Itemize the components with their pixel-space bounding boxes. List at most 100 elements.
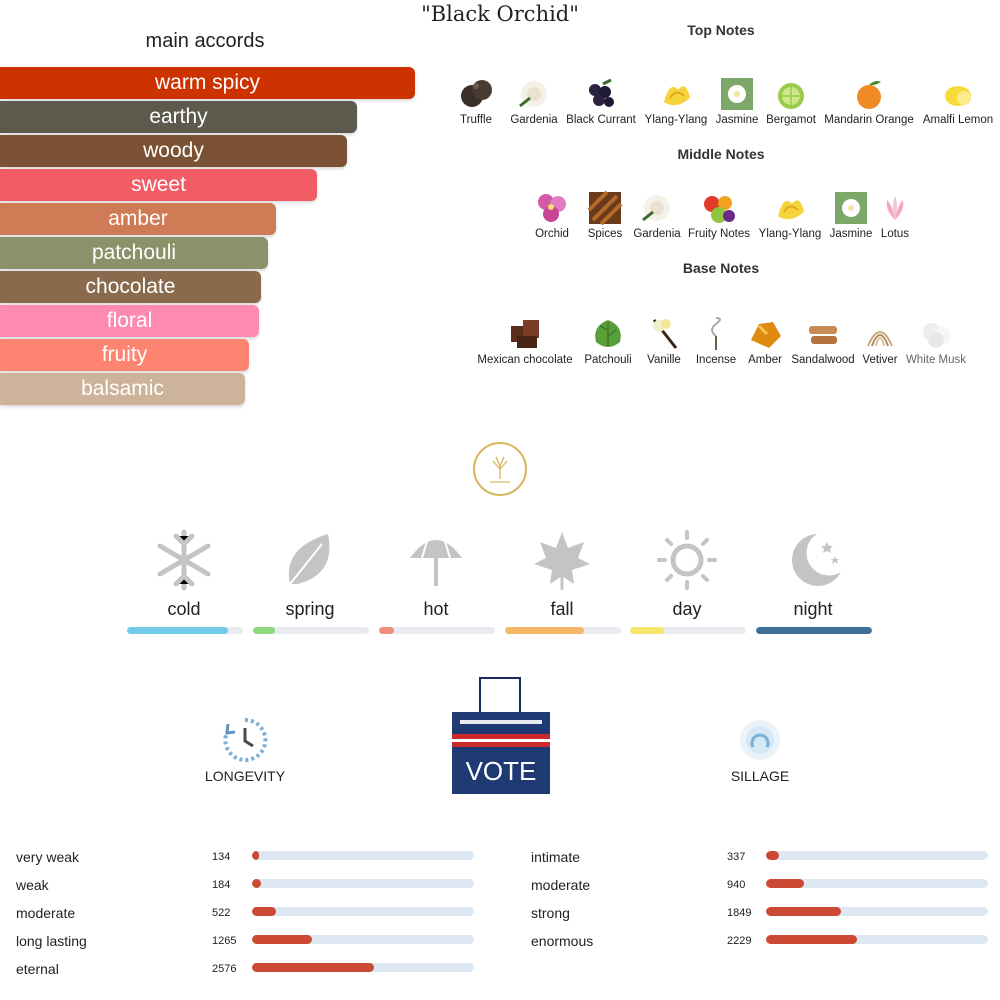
accord-bar-sweet[interactable]: sweet xyxy=(0,169,317,201)
vote-label: moderate xyxy=(16,905,76,921)
vote-ballot-icon[interactable]: VOTE xyxy=(452,676,550,801)
vote-count: 134 xyxy=(212,851,231,863)
season-bar-cold xyxy=(127,627,243,634)
season-bar-hot xyxy=(379,627,495,634)
note-label: Patchouli xyxy=(584,354,632,366)
note-black-currant[interactable]: Black Currant xyxy=(541,76,661,126)
sillage-label: SILLAGE xyxy=(730,768,790,784)
vote-label: weak xyxy=(16,877,49,893)
note-amalfi-lemon[interactable]: Amalfi Lemon xyxy=(898,76,1000,126)
accord-bar-warm-spicy[interactable]: warm spicy xyxy=(0,67,415,99)
vote-label: very weak xyxy=(16,849,80,865)
season-label: spring xyxy=(285,599,335,619)
note-label: Vanille xyxy=(647,354,681,366)
leaf-icon xyxy=(278,528,342,597)
note-vanille[interactable]: Vanille xyxy=(604,316,724,366)
accord-bar-chocolate[interactable]: chocolate xyxy=(0,271,261,303)
season-bar-day xyxy=(630,627,746,634)
note-truffle[interactable]: Truffle xyxy=(416,76,536,126)
season-bar-fill xyxy=(756,627,872,634)
accord-label: sweet xyxy=(131,173,186,196)
accord-label: balsamic xyxy=(81,377,164,400)
note-lotus[interactable]: Lotus xyxy=(835,190,955,240)
note-mexican-chocolate[interactable]: Mexican chocolate xyxy=(465,316,585,366)
bergamot-icon xyxy=(773,76,809,112)
jasmine-icon xyxy=(833,190,869,226)
accord-bar-earthy[interactable]: earthy xyxy=(0,101,357,133)
season-bar-fill xyxy=(127,627,228,634)
vote-count: 522 xyxy=(212,907,231,919)
orchid-icon xyxy=(534,190,570,226)
note-label: Gardenia xyxy=(633,228,681,240)
accord-bar-floral[interactable]: floral xyxy=(0,305,259,337)
vote-count: 1265 xyxy=(212,935,237,947)
season-cold[interactable]: cold xyxy=(129,528,239,620)
vote-bar xyxy=(766,935,988,944)
season-bar-fill xyxy=(630,627,664,634)
note-label: Lotus xyxy=(880,228,910,240)
note-jasmine[interactable]: Jasmine xyxy=(677,76,797,126)
note-fruity-notes[interactable]: Fruity Notes xyxy=(659,190,779,240)
note-spices[interactable]: Spices xyxy=(545,190,665,240)
accord-bar-fruity[interactable]: fruity xyxy=(0,339,249,371)
ylang-ylang-icon xyxy=(772,190,808,226)
truffle-icon xyxy=(458,76,494,112)
note-white-musk[interactable]: White Musk xyxy=(876,316,996,366)
note-ylang-ylang[interactable]: Ylang-Ylang xyxy=(616,76,736,126)
note-gardenia[interactable]: Gardenia xyxy=(474,76,594,126)
incense-icon xyxy=(698,316,734,352)
note-label: Spices xyxy=(587,228,623,240)
season-fall[interactable]: fall xyxy=(507,528,617,620)
main-accords-heading: main accords xyxy=(145,30,265,52)
season-hot[interactable]: hot xyxy=(381,528,491,620)
note-sandalwood[interactable]: Sandalwood xyxy=(763,316,883,366)
vote-bar-fill xyxy=(252,851,259,860)
note-label: Ylang-Ylang xyxy=(644,114,708,126)
accord-label: fruity xyxy=(101,343,148,366)
vote-bar-fill xyxy=(766,907,842,916)
note-vetiver[interactable]: Vetiver xyxy=(820,316,940,366)
note-label: Fruity Notes xyxy=(688,228,750,240)
accord-label: floral xyxy=(106,309,153,332)
note-label: Jasmine xyxy=(829,228,873,240)
season-night[interactable]: night xyxy=(758,528,868,620)
season-day[interactable]: day xyxy=(632,528,742,620)
note-incense[interactable]: Incense xyxy=(656,316,776,366)
note-patchouli[interactable]: Patchouli xyxy=(548,316,668,366)
note-ylang-ylang[interactable]: Ylang-Ylang xyxy=(730,190,850,240)
longevity-icon xyxy=(220,716,270,769)
snowflake-icon xyxy=(152,528,216,597)
patchouli-icon xyxy=(590,316,626,352)
note-gardenia[interactable]: Gardenia xyxy=(597,190,717,240)
vote-label: eternal xyxy=(16,961,59,977)
vote-count: 1849 xyxy=(727,907,752,919)
season-bar-night xyxy=(756,627,872,634)
season-label: cold xyxy=(167,599,201,619)
note-amber[interactable]: Amber xyxy=(705,316,825,366)
accord-bar-amber[interactable]: amber xyxy=(0,203,276,235)
note-label: Bergamot xyxy=(766,114,816,126)
accord-bar-patchouli[interactable]: patchouli xyxy=(0,237,268,269)
season-spring[interactable]: spring xyxy=(255,528,365,620)
vote-bar xyxy=(252,935,474,944)
note-bergamot[interactable]: Bergamot xyxy=(731,76,851,126)
vote-bar xyxy=(252,879,474,888)
note-orchid[interactable]: Orchid xyxy=(492,190,612,240)
accord-bar-woody[interactable]: woody xyxy=(0,135,347,167)
vote-count: 337 xyxy=(727,851,746,863)
note-jasmine[interactable]: Jasmine xyxy=(791,190,911,240)
spices-icon xyxy=(587,190,623,226)
accord-label: earthy xyxy=(149,105,208,128)
note-label: Jasmine xyxy=(715,114,759,126)
vote-bar xyxy=(766,907,988,916)
vote-count: 2229 xyxy=(727,935,752,947)
middle-notes-heading: Middle Notes xyxy=(677,146,765,162)
black-currant-icon xyxy=(583,76,619,112)
vetiver-icon xyxy=(862,316,898,352)
accord-bar-balsamic[interactable]: balsamic xyxy=(0,373,245,405)
vote-bar-fill xyxy=(252,879,261,888)
season-bar-spring xyxy=(253,627,369,634)
note-mandarin-orange[interactable]: Mandarin Orange xyxy=(809,76,929,126)
note-label: Ylang-Ylang xyxy=(758,228,822,240)
vote-label: strong xyxy=(531,905,570,921)
